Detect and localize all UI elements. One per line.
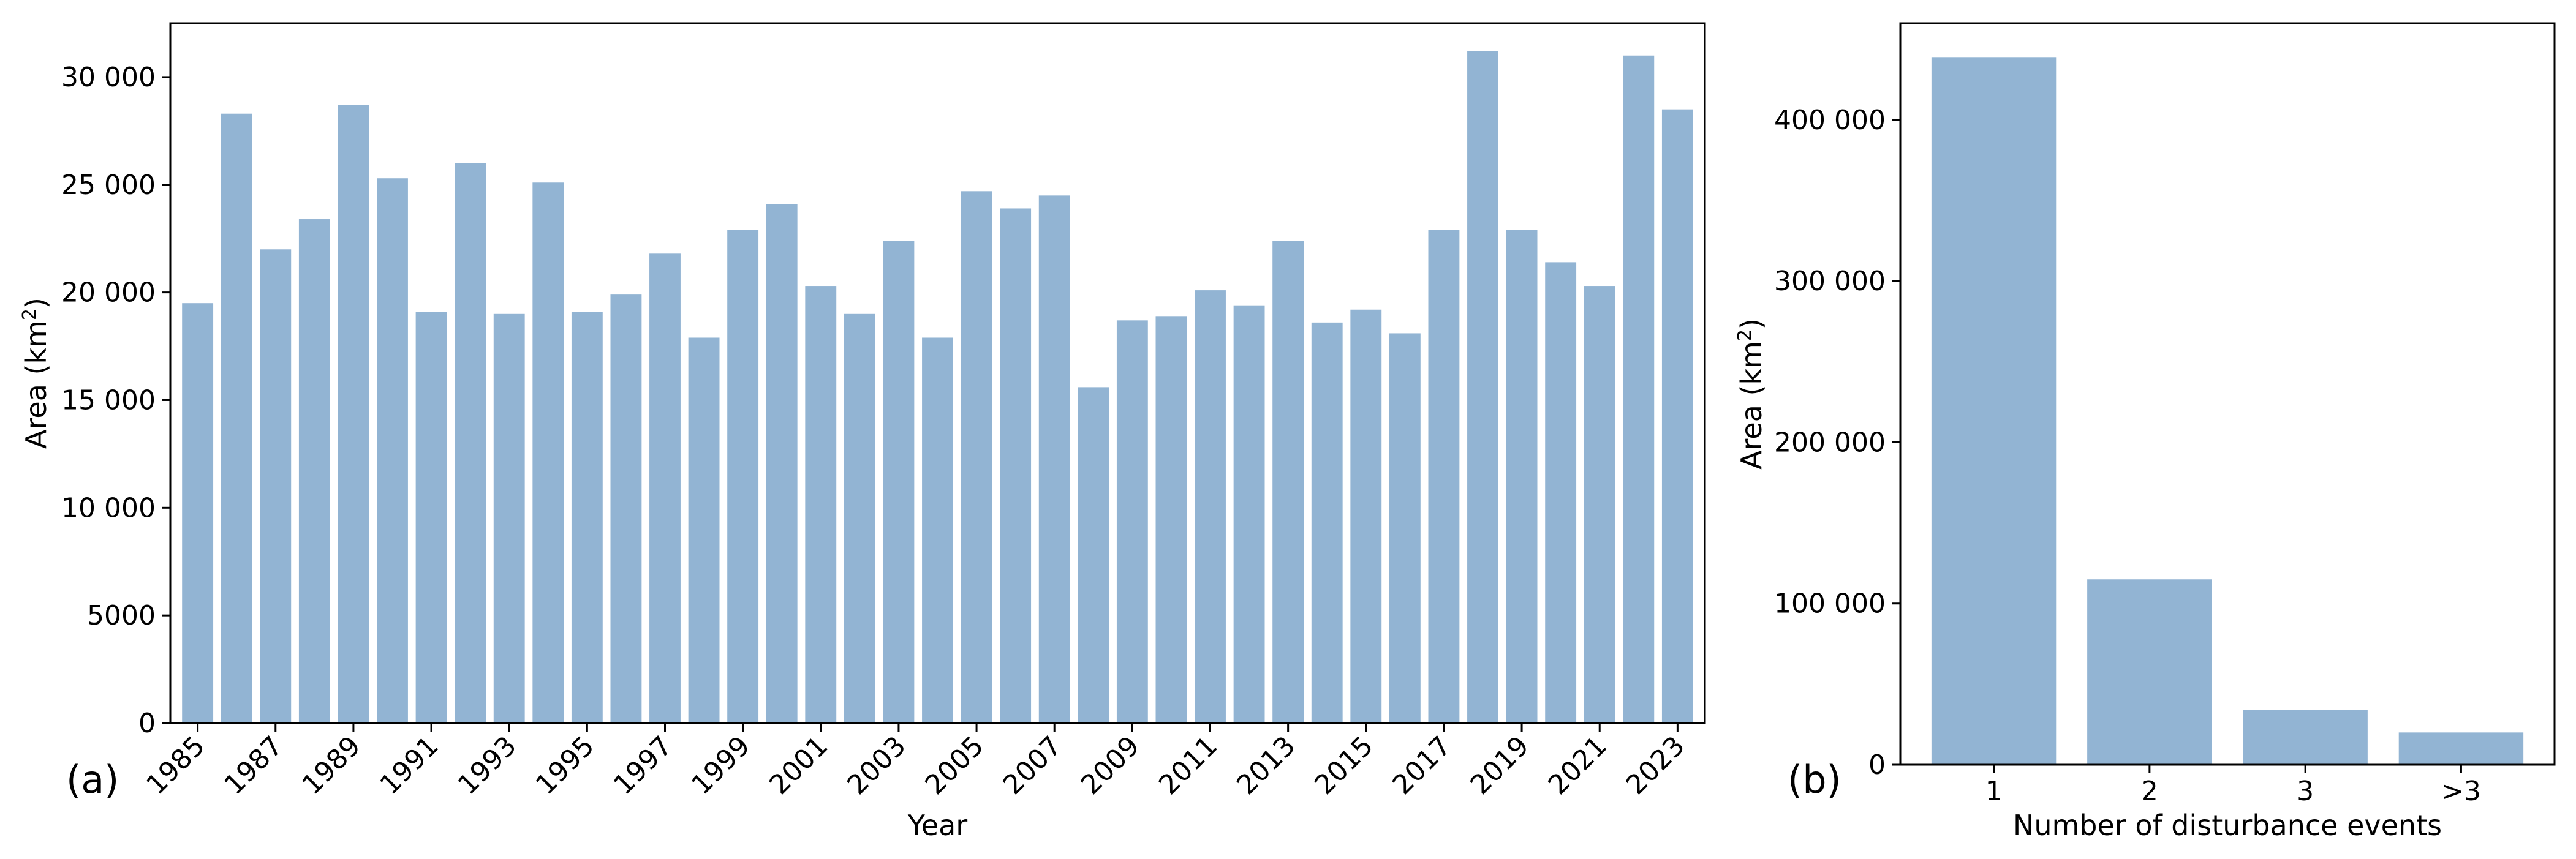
bar-1997 <box>649 253 681 723</box>
bar-1995 <box>571 312 603 723</box>
bar-1989 <box>338 105 369 724</box>
bar-2022 <box>1623 55 1655 723</box>
bar-1998 <box>688 337 720 723</box>
x-tick-label: 2009 <box>1075 730 1146 801</box>
bar-2 <box>2087 579 2212 765</box>
x-tick-label: 2 <box>2141 776 2158 807</box>
bars-b <box>1931 57 2524 765</box>
bar-2000 <box>766 204 798 724</box>
panel-label-a: (a) <box>66 757 119 802</box>
y-axis-label-b: Area (km2) <box>1734 318 1769 470</box>
x-tick-label: 2007 <box>997 730 1068 801</box>
bar-2003 <box>883 241 915 723</box>
y-tick-label: 15 000 <box>61 384 156 416</box>
bar-3 <box>2243 710 2368 765</box>
chart-panel-b: 0 100 000 200 000 300 000 400 000 1 2 3 >3 Numb… <box>1734 22 2556 842</box>
bar-1992 <box>455 163 486 724</box>
y-tick-label: 0 <box>138 708 156 739</box>
bar-1987 <box>260 249 292 723</box>
x-tick-label: 1997 <box>608 730 678 801</box>
x-tick-label: 1993 <box>452 730 523 801</box>
x-ticks-a: 1985 1987 1989 1991 1993 1995 1997 1999 2001 2003… <box>140 723 1691 801</box>
bar->3 <box>2398 732 2524 765</box>
bar-2012 <box>1233 305 1265 723</box>
y-tick-label: 20 000 <box>61 277 156 309</box>
bar-2004 <box>922 337 953 723</box>
bar-2018 <box>1467 51 1498 724</box>
y-tick-label: 25 000 <box>61 170 156 201</box>
x-tick-label: >3 <box>2441 776 2481 807</box>
plot-frame-b <box>1899 22 2556 766</box>
bar-2007 <box>1038 195 1070 723</box>
x-tick-label: 2019 <box>1465 730 1535 801</box>
x-tick-label: 1985 <box>140 730 211 801</box>
bar-2011 <box>1195 290 1226 723</box>
bar-2015 <box>1350 309 1382 724</box>
bar-2020 <box>1545 262 1577 724</box>
y-axis-label-a: Area (km2) <box>19 298 53 449</box>
bar-1991 <box>415 312 447 723</box>
x-tick-label: 3 <box>2297 776 2314 807</box>
x-tick-label: 1 <box>1985 776 2003 807</box>
x-axis-label-b: Number of disturbance events <box>2013 809 2442 842</box>
bar-1996 <box>610 294 642 723</box>
bar-2013 <box>1272 241 1304 723</box>
bars-a <box>182 51 1693 724</box>
x-tick-label: 2017 <box>1386 730 1457 801</box>
bar-2010 <box>1155 316 1187 723</box>
x-tick-label: 1991 <box>374 730 445 801</box>
x-tick-label: 1999 <box>686 730 756 801</box>
y-ticks-b: 0 100 000 200 000 300 000 400 000 <box>1774 105 1900 781</box>
x-tick-label: 1995 <box>530 730 600 801</box>
x-tick-label: 2005 <box>920 730 990 801</box>
x-tick-label: 2023 <box>1620 730 1691 801</box>
bar-2017 <box>1428 230 1460 723</box>
bar-2016 <box>1389 333 1421 723</box>
x-tick-label: 2015 <box>1309 730 1379 801</box>
x-axis-label-a: Year <box>907 809 967 842</box>
bar-1999 <box>727 230 759 723</box>
bar-1986 <box>221 113 252 724</box>
bar-1990 <box>377 178 408 723</box>
x-tick-label: 2003 <box>841 730 912 801</box>
plot-frame-a <box>169 22 1706 724</box>
bar-2023 <box>1661 109 1693 723</box>
bar-2008 <box>1078 387 1109 723</box>
bar-2014 <box>1311 322 1343 723</box>
bar-1 <box>1931 57 2057 765</box>
y-tick-label: 10 000 <box>61 492 156 523</box>
bar-2019 <box>1506 230 1538 723</box>
bar-2001 <box>805 286 837 724</box>
y-ticks-a: 0 5000 10 000 15 000 20 000 25 000 30 000 <box>61 62 170 739</box>
bar-1993 <box>493 313 525 723</box>
y-tick-label: 300 000 <box>1774 266 1886 297</box>
x-tick-label: 2011 <box>1153 730 1223 801</box>
bar-1985 <box>182 303 214 723</box>
x-tick-label: 1987 <box>218 730 289 801</box>
y-tick-label: 0 <box>1868 749 1886 781</box>
bar-2002 <box>844 313 875 723</box>
x-tick-label: 2001 <box>763 730 834 801</box>
bar-2005 <box>961 191 992 723</box>
x-tick-label: 2021 <box>1543 730 1613 801</box>
bar-2021 <box>1584 286 1615 724</box>
y-tick-label: 200 000 <box>1774 427 1886 458</box>
x-tick-label: 1989 <box>296 730 366 801</box>
bar-2006 <box>1000 208 1032 723</box>
x-ticks-b: 1 2 3 >3 <box>1985 765 2481 807</box>
bar-1988 <box>298 219 330 723</box>
y-tick-label: 100 000 <box>1774 588 1886 620</box>
bar-1994 <box>532 182 564 723</box>
chart-panel-a: 0 5000 10 000 15 000 20 000 25 000 30 000 1985… <box>19 22 1706 842</box>
y-tick-label: 30 000 <box>61 62 156 93</box>
panel-label-b: (b) <box>1788 757 1841 802</box>
y-tick-label: 400 000 <box>1774 105 1886 136</box>
y-tick-label: 5000 <box>87 600 156 631</box>
x-tick-label: 2013 <box>1231 730 1301 801</box>
bar-2009 <box>1116 320 1148 723</box>
